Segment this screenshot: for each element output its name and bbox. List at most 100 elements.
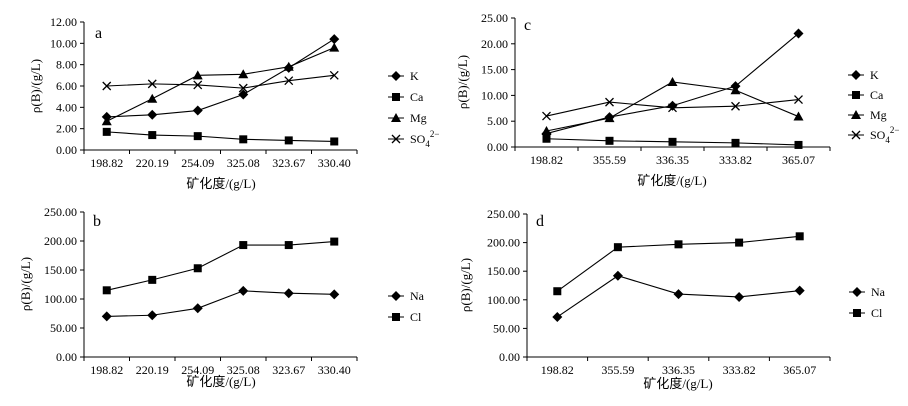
y-tick-label: 100.00 xyxy=(487,293,520,307)
y-tick-label: 8.00 xyxy=(56,58,77,72)
legend-marker-K xyxy=(391,71,401,81)
x-tick-label: 220.19 xyxy=(136,363,169,377)
data-point-Cl xyxy=(613,243,622,252)
data-point-Ca xyxy=(239,135,248,144)
x-tick-label: 198.82 xyxy=(530,153,563,167)
x-axis-label: 矿化度/(g/L) xyxy=(637,173,706,188)
y-tick-label: 20.00 xyxy=(481,37,508,51)
y-tick-label: 0.00 xyxy=(56,143,77,157)
y-tick-label: 0.00 xyxy=(499,350,520,364)
y-axis-label: ρ(B)/(g/L) xyxy=(28,59,43,113)
x-tick-label: 333.82 xyxy=(719,153,752,167)
legend-label-Na: Na xyxy=(871,285,886,299)
legend-marker-Mg xyxy=(851,110,861,119)
x-tick-label: 365.07 xyxy=(782,153,815,167)
data-point-SO4 xyxy=(731,101,740,111)
x-tick-label: 330.40 xyxy=(318,156,351,170)
data-point-SO4 xyxy=(542,111,551,121)
x-tick-label: 198.82 xyxy=(90,156,123,170)
series-line-Ca xyxy=(106,131,335,143)
data-point-Ca xyxy=(794,140,803,149)
x-tick-label: 355.59 xyxy=(601,363,634,377)
y-tick-label: 2.00 xyxy=(56,122,77,136)
x-tick-label: 330.40 xyxy=(318,363,351,377)
y-tick-label: 0.00 xyxy=(56,350,77,364)
y-tick-label: 0.00 xyxy=(487,140,508,154)
panel-label: b xyxy=(93,213,101,230)
y-tick-label: 150.00 xyxy=(487,264,520,278)
chart-panel-b: 0.00 50.00 100.00 150.00 200.00 250.00 198.82 2… xyxy=(18,205,425,389)
data-point-Ca xyxy=(193,132,202,141)
x-tick-label: 323.67 xyxy=(272,363,305,377)
data-point-Cl xyxy=(674,240,683,249)
x-axis-label: 矿化度/(g/L) xyxy=(643,376,712,391)
data-point-Mg xyxy=(147,93,158,103)
legend-marker-Na xyxy=(852,287,862,297)
panel-label: d xyxy=(536,213,544,230)
data-point-SO4 xyxy=(794,95,803,104)
legend-label-Cl: Cl xyxy=(410,310,422,324)
data-point-SO4 xyxy=(668,103,677,113)
legend-marker-Mg xyxy=(391,113,401,122)
x-tick-label: 254.09 xyxy=(181,156,214,170)
x-tick-label: 220.19 xyxy=(136,156,169,170)
data-point-Ca xyxy=(284,136,293,145)
legend-marker-SO4 xyxy=(851,130,861,140)
y-tick-label: 200.00 xyxy=(44,234,77,248)
data-point-Cl xyxy=(795,232,804,241)
data-point-SO4 xyxy=(193,80,203,90)
data-point-Na xyxy=(612,270,623,281)
x-tick-label: 333.82 xyxy=(723,363,756,377)
data-point-Ca xyxy=(148,131,157,140)
x-tick-label: 336.35 xyxy=(662,363,695,377)
y-tick-label: 150.00 xyxy=(44,263,77,277)
legend-marker-K xyxy=(851,70,861,80)
data-point-Mg xyxy=(192,70,203,80)
data-point-Mg xyxy=(730,85,741,95)
data-point-Mg xyxy=(101,116,112,126)
legend-marker-SO4 xyxy=(391,134,401,144)
legend-marker-Cl xyxy=(853,309,861,317)
data-point-Ca xyxy=(731,138,740,147)
data-point-Mg xyxy=(238,69,249,79)
data-point-K xyxy=(192,105,203,116)
series-line-Na xyxy=(106,290,335,317)
y-tick-label: 50.00 xyxy=(493,321,520,335)
y-axis-label: ρ(B)/(g/L) xyxy=(18,257,33,311)
y-tick-label: 200.00 xyxy=(487,236,520,250)
legend-label-Ca: Ca xyxy=(870,88,884,102)
data-point-Na xyxy=(734,291,745,302)
data-point-Mg xyxy=(541,126,552,136)
legend-label-Ca: Ca xyxy=(410,90,424,104)
x-tick-label: 254.09 xyxy=(181,363,214,377)
panel-label: a xyxy=(95,25,102,42)
y-tick-label: 250.00 xyxy=(487,207,520,221)
legend-marker-Cl xyxy=(392,313,400,321)
data-point-Mg xyxy=(793,111,804,121)
legend-label-Mg: Mg xyxy=(410,111,427,125)
x-axis-label: 矿化度/(g/L) xyxy=(186,176,255,191)
y-tick-label: 10.00 xyxy=(481,88,508,102)
y-tick-label: 50.00 xyxy=(50,321,77,335)
data-point-K xyxy=(147,109,158,120)
y-tick-label: 15.00 xyxy=(481,63,508,77)
data-point-Na xyxy=(794,285,805,296)
data-point-Cl xyxy=(193,264,202,273)
data-point-Cl xyxy=(102,286,111,295)
data-point-Cl xyxy=(553,287,562,296)
data-point-K xyxy=(329,34,340,45)
data-point-Cl xyxy=(735,238,744,247)
data-point-SO4 xyxy=(605,97,614,107)
data-point-Cl xyxy=(284,241,293,250)
data-point-Cl xyxy=(239,241,248,250)
chart-panel-d: 0.00 50.00 100.00 150.00 200.00 250.00 198.82 3… xyxy=(458,207,886,391)
x-tick-label: 336.35 xyxy=(656,153,689,167)
y-tick-label: 5.00 xyxy=(487,114,508,128)
series-line-SO4 xyxy=(106,74,335,89)
data-point-Mg xyxy=(667,76,678,86)
data-point-Mg xyxy=(604,113,615,123)
y-axis-label: ρ(B)/(g/L) xyxy=(458,258,473,312)
data-point-SO4 xyxy=(147,79,157,89)
y-axis-label: ρ(B)/(g/L) xyxy=(455,55,470,109)
